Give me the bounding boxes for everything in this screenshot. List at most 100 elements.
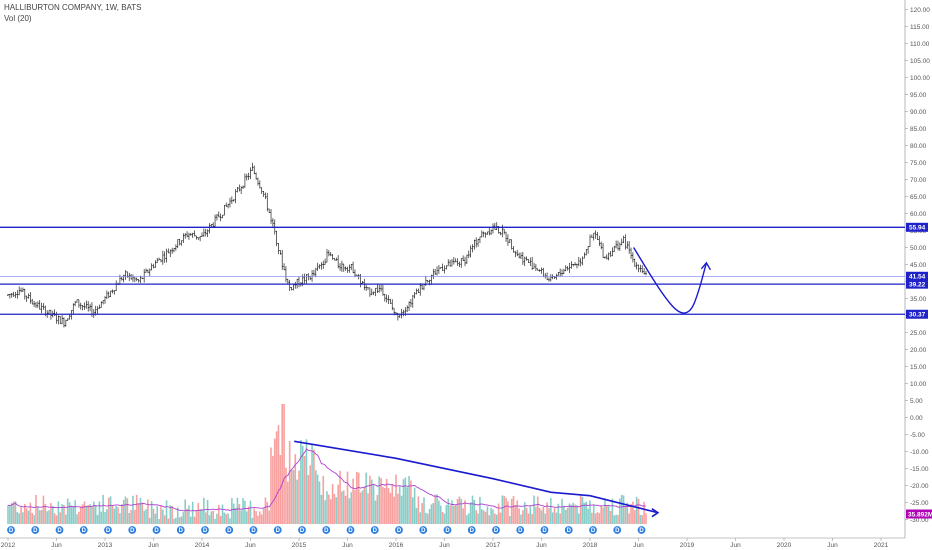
volume-bar [499,512,502,524]
volume-bar [94,504,97,524]
volume-bar [555,512,558,524]
x-tick-label: 2020 [777,542,792,549]
volume-bar [479,496,481,524]
y-tick-label: 0.00 [910,415,923,422]
y-tick-label: 120.00 [910,7,930,14]
volume-bar [59,512,62,524]
volume-bar [344,495,347,524]
volume-bar [165,500,168,524]
volume-bar [482,510,485,524]
volume-bar [335,497,338,524]
volume-bar [311,444,313,524]
y-tick-label: 110.00 [910,41,930,48]
dividend-marker-label: D [615,528,620,534]
volume-value-label: 35.892M [908,511,932,518]
volume-bar [93,501,95,524]
symbol-legend: HALLIBURTON COMPANY, 1W, BATS [4,3,142,12]
level-badge [906,279,928,289]
volume-bar [477,513,479,524]
volume-bar [221,504,224,524]
dividend-marker [491,525,501,535]
volume-bar [443,513,446,524]
volume-bar [579,494,582,524]
volume-bar [102,494,104,524]
volume-bar [229,518,231,524]
volume-bar [277,425,280,524]
volume-bar [637,498,640,524]
dividend-marker [176,525,186,535]
volume-bar [411,497,414,524]
volume-bar [318,481,321,524]
volume-bar [570,504,573,524]
dividend-marker [200,525,210,535]
volume-bar [417,496,420,524]
x-tick-label: Jun [51,542,62,549]
dividend-marker [588,525,598,535]
volume-bar [352,478,354,524]
volume-bar [301,445,304,524]
volume-bar [620,494,623,524]
x-tick-label: 2021 [874,542,889,549]
dividend-marker [370,525,380,535]
volume-bar [249,500,252,524]
volume-bar [635,496,638,524]
dividend-marker [79,525,89,535]
volume-bar [91,506,93,524]
dividend-marker-label: D [494,528,499,534]
x-tick-label: 2016 [389,542,404,549]
volume-bar [61,504,63,524]
volume-trend-arrowhead [651,508,660,518]
dividend-marker-label: D [348,528,353,534]
y-tick-label: 80.00 [910,143,927,150]
volume-bar [488,515,491,524]
volume-bar [374,500,377,524]
volume-bar [10,503,13,524]
volume-bar [203,497,205,524]
volume-bar [328,494,330,524]
volume-bar [346,471,349,524]
volume-bar [150,501,153,524]
volume-bar [574,504,576,524]
volume-bar [439,505,442,524]
volume-bar [100,511,103,524]
volume-bar [426,513,429,524]
volume-bar [641,515,644,524]
volume-bar [167,518,170,524]
volume-bar [162,509,164,524]
volume-bar [563,505,565,524]
volume-bar [320,494,323,524]
volume-bar [38,510,41,524]
volume-bar [505,498,507,524]
volume-bar [619,498,621,524]
volume-bar [40,510,43,524]
level-badge-label: 39.22 [909,281,926,288]
volume-bar [20,506,22,524]
level-badge [906,271,928,281]
dividend-marker [636,525,646,535]
volume-bar [389,492,392,524]
y-tick-label: -20.00 [910,483,929,490]
volume-bar [514,505,517,524]
volume-bar [25,508,28,524]
y-tick-label: 60.00 [910,211,927,218]
volume-bar [158,518,160,524]
volume-bar [195,510,198,524]
volume-bar [219,516,222,524]
dividend-marker-label: D [421,528,426,534]
volume-bar [609,510,612,524]
y-tick-label: 75.00 [910,160,927,167]
dividend-marker [515,525,525,535]
volume-bar [128,513,131,524]
volume-bar [135,494,138,524]
dividend-marker [612,525,622,535]
volume-bar [16,512,19,524]
volume-bar [402,479,405,524]
volume-bar [106,509,108,524]
volume-bar [66,498,69,524]
volume-bar [329,499,332,524]
volume-bar [324,500,326,524]
volume-bar [445,505,448,524]
y-tick-label: 90.00 [910,109,927,116]
volume-bar [234,507,237,524]
